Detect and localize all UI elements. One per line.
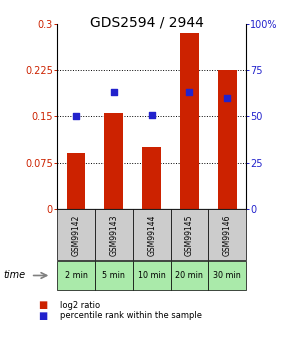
Text: 20 min: 20 min (176, 271, 203, 280)
Point (149, 112, 154, 117)
Text: GSM99142: GSM99142 (71, 214, 81, 256)
Text: 30 min: 30 min (213, 271, 241, 280)
Text: log2 ratio: log2 ratio (60, 301, 100, 310)
Text: 10 min: 10 min (138, 271, 166, 280)
Text: 2 min: 2 min (64, 271, 88, 280)
Point (74, 114, 79, 119)
Bar (104, 114, 123, 209)
Text: GSM99144: GSM99144 (147, 214, 156, 256)
Text: time: time (3, 270, 25, 280)
Text: GDS2594 / 2944: GDS2594 / 2944 (90, 16, 203, 30)
Point (187, 90, 192, 95)
Text: 5 min: 5 min (102, 271, 125, 280)
Bar (218, 70, 237, 209)
Text: ■: ■ (38, 300, 47, 310)
Bar (180, 33, 199, 209)
Bar (142, 147, 161, 209)
Bar (67, 153, 86, 209)
Text: percentile rank within the sample: percentile rank within the sample (60, 311, 202, 320)
Text: GSM99143: GSM99143 (109, 214, 118, 256)
Text: GSM99145: GSM99145 (185, 214, 194, 256)
Text: ■: ■ (38, 311, 47, 321)
Point (111, 90, 116, 95)
Point (225, 95, 230, 101)
Text: GSM99146: GSM99146 (223, 214, 232, 256)
